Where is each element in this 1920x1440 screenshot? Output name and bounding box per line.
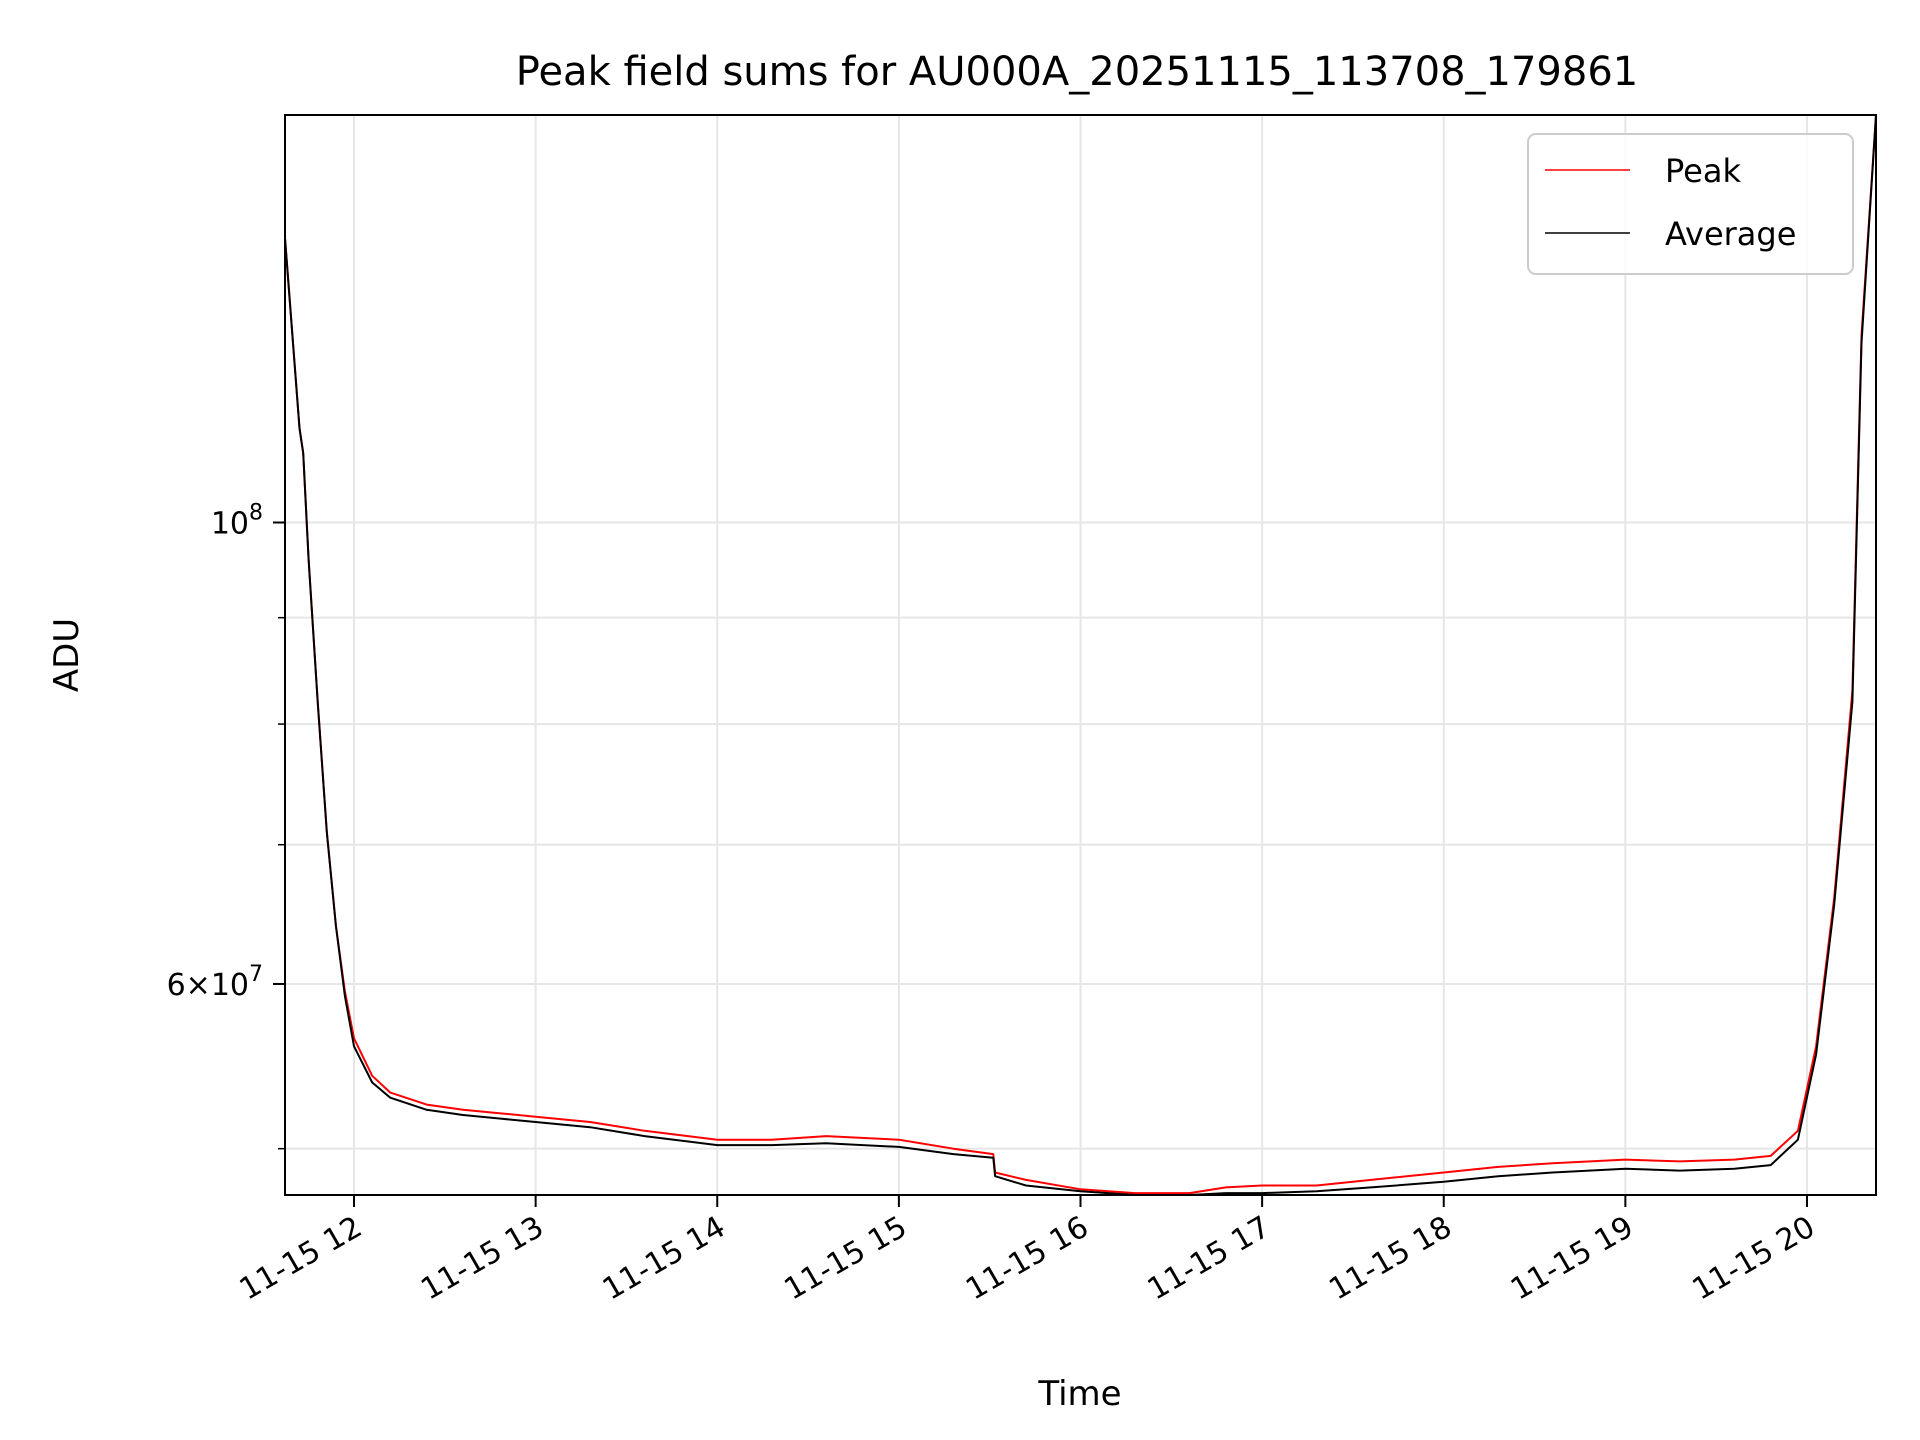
x-axis-label: Time (1037, 1374, 1121, 1414)
y-axis-label: ADU (47, 618, 87, 692)
series-line-peak (285, 115, 1876, 1195)
grid-lines (285, 115, 1876, 1195)
series-layer (285, 115, 1876, 1195)
y-tick-label: 108 (211, 500, 263, 541)
legend-peak-label: Peak (1665, 152, 1741, 190)
y-tick-base: 10 (211, 506, 249, 541)
legend-average-label: Average (1665, 215, 1796, 253)
y-tick-exponent: 8 (249, 500, 263, 525)
y-tick-base: 10 (211, 968, 249, 1003)
y-tick-exponent: 7 (249, 962, 263, 987)
plot-area (285, 115, 1876, 1195)
legend: Peak Average (1527, 133, 1854, 275)
series-line-average (285, 115, 1876, 1195)
y-tick-label: 6×107 (167, 962, 263, 1003)
legend-box (1527, 133, 1854, 275)
chart-title: Peak field sums for AU000A_20251115_1137… (516, 49, 1638, 95)
y-tick-mantissa: 6× (167, 968, 211, 1003)
